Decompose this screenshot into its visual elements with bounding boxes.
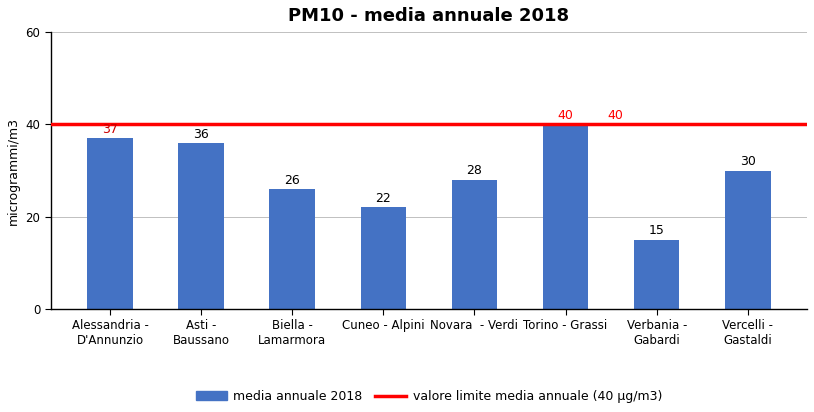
Bar — [269, 189, 315, 309]
Bar — [361, 208, 406, 309]
Text: 28: 28 — [466, 164, 483, 178]
Text: 26: 26 — [284, 174, 300, 187]
Bar — [87, 138, 133, 309]
Text: 40: 40 — [558, 109, 574, 122]
Y-axis label: microgrammi/m3: microgrammi/m3 — [7, 117, 20, 225]
Bar — [452, 180, 497, 309]
Title: PM10 - media annuale 2018: PM10 - media annuale 2018 — [288, 7, 570, 25]
Bar — [634, 240, 680, 309]
Text: 15: 15 — [649, 225, 665, 237]
Legend: media annuale 2018, valore limite media annuale (40 μg/m3): media annuale 2018, valore limite media … — [190, 385, 667, 408]
Text: 22: 22 — [375, 192, 392, 205]
Bar — [178, 143, 224, 309]
Bar — [543, 124, 589, 309]
Text: 36: 36 — [193, 128, 209, 140]
Bar — [725, 171, 771, 309]
Text: 37: 37 — [102, 123, 118, 136]
Text: 30: 30 — [740, 155, 755, 168]
Text: 40: 40 — [608, 109, 624, 122]
